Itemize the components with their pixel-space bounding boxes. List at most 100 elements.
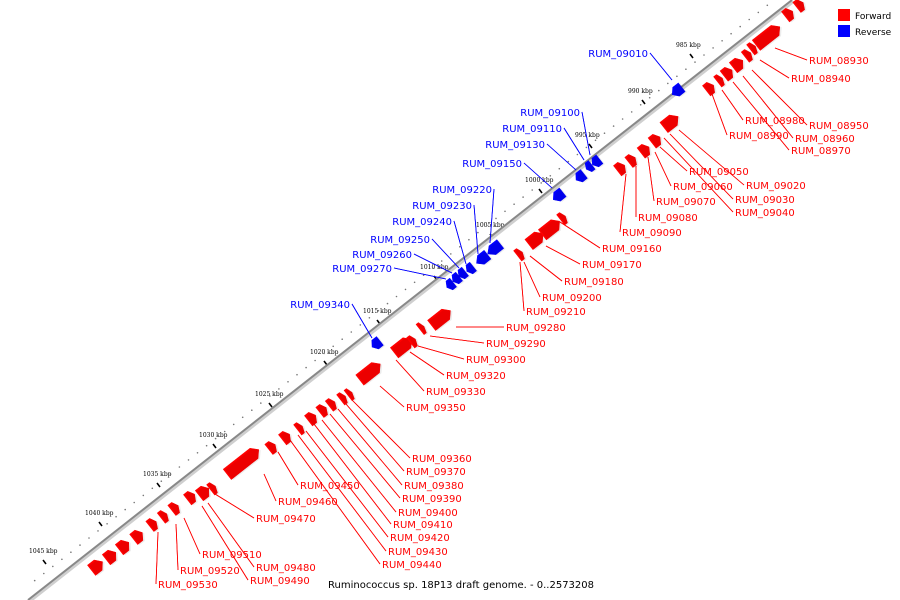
- minor-tick: [703, 54, 705, 56]
- gene-label: RUM_09270: [332, 264, 392, 275]
- backbone-shadow: [28, 0, 795, 600]
- forward-gene: [702, 82, 717, 97]
- scale-tick-label: 1020 kbp: [310, 349, 339, 356]
- forward-gene: [537, 219, 562, 241]
- minor-tick: [305, 366, 307, 369]
- minor-tick: [648, 96, 651, 99]
- minor-tick: [142, 494, 145, 497]
- leader-line: [669, 133, 734, 200]
- leader-line: [351, 399, 411, 459]
- gene-label: RUM_09100: [520, 108, 580, 119]
- minor-tick: [413, 281, 416, 284]
- leader-line: [263, 473, 277, 502]
- reverse-gene: [553, 187, 569, 202]
- leader-line: [519, 261, 525, 312]
- forward-gene: [293, 422, 307, 436]
- gene-label: RUM_09530: [158, 580, 218, 591]
- minor-tick: [187, 459, 190, 461]
- reverse-gene: [591, 154, 605, 168]
- gene-features: [87, 0, 807, 576]
- leader-line: [395, 359, 425, 392]
- minor-tick: [232, 423, 235, 426]
- forward-gene: [194, 485, 211, 502]
- backbone-line: [27, 0, 793, 600]
- forward-gene: [728, 57, 745, 74]
- leader-line: [345, 403, 405, 472]
- forward-gene: [355, 362, 383, 386]
- forward-gene: [183, 491, 198, 506]
- minor-tick: [685, 68, 687, 70]
- minor-tick: [377, 309, 380, 312]
- minor-tick: [513, 203, 515, 205]
- forward-gene: [114, 539, 131, 556]
- gene-label: RUM_09200: [542, 293, 602, 304]
- minor-tick: [88, 537, 90, 539]
- minor-tick: [549, 175, 552, 177]
- gene-label: RUM_09300: [466, 355, 526, 366]
- minor-tick: [214, 437, 217, 440]
- minor-tick: [576, 153, 579, 156]
- gene-label: RUM_09280: [506, 323, 566, 334]
- scale-tick-label: 1025 kbp: [255, 391, 284, 398]
- minor-tick: [241, 416, 244, 419]
- major-tick: [98, 521, 103, 527]
- minor-tick: [115, 515, 117, 518]
- major-tick: [42, 559, 47, 565]
- scale-tick-label: 1015 kbp: [363, 308, 392, 315]
- gene-label: RUM_09460: [278, 497, 338, 508]
- leader-line: [429, 335, 485, 344]
- gene-label: RUM_09180: [564, 277, 624, 288]
- gene-label: RUM_09070: [656, 197, 716, 208]
- minor-tick: [33, 579, 36, 582]
- minor-tick: [205, 444, 208, 447]
- leader-line: [563, 127, 585, 161]
- forward-gene: [513, 248, 527, 262]
- leader-line: [277, 451, 299, 486]
- minor-tick: [658, 89, 660, 92]
- leader-line: [678, 129, 745, 186]
- gene-label: RUM_08980: [745, 116, 805, 127]
- minor-tick: [712, 47, 714, 49]
- label-leaders: [155, 47, 808, 585]
- gene-label: RUM_09080: [638, 213, 698, 224]
- leader-line: [379, 385, 405, 408]
- minor-tick: [594, 139, 597, 142]
- gene-label: RUM_09150: [462, 159, 522, 170]
- minor-tick: [630, 111, 633, 113]
- gene-label: RUM_09250: [370, 235, 430, 246]
- minor-tick: [359, 324, 362, 326]
- minor-tick: [395, 295, 398, 298]
- minor-tick: [404, 288, 407, 291]
- legend-reverse-swatch: [838, 25, 850, 37]
- leader-line: [321, 419, 397, 513]
- leader-line: [619, 173, 627, 233]
- gene-label: RUM_09350: [406, 403, 466, 414]
- gene-label: RUM_09170: [582, 260, 642, 271]
- leader-line: [663, 137, 734, 213]
- major-tick: [156, 482, 161, 488]
- minor-tick: [504, 210, 506, 213]
- leader-line: [305, 430, 389, 538]
- forward-gene: [427, 308, 453, 332]
- forward-gene: [792, 0, 807, 14]
- leader-line: [289, 439, 381, 565]
- minor-tick: [296, 373, 298, 376]
- minor-tick: [739, 25, 741, 28]
- gene-label: RUM_09020: [746, 181, 806, 192]
- reverse-gene: [371, 336, 386, 350]
- gene-label: RUM_09220: [432, 185, 492, 196]
- gene-label: RUM_09320: [446, 371, 506, 382]
- minor-tick: [567, 160, 570, 163]
- forward-gene: [343, 388, 357, 402]
- leader-line: [659, 146, 688, 172]
- minor-tick: [223, 430, 226, 433]
- gene-label: RUM_09260: [352, 250, 412, 261]
- minor-tick: [621, 118, 624, 120]
- leader-line: [732, 81, 790, 151]
- leader-line: [489, 188, 495, 244]
- reverse-gene: [476, 249, 493, 265]
- gene-label: RUM_08970: [791, 146, 851, 157]
- minor-tick: [585, 146, 588, 149]
- minor-tick: [79, 544, 81, 546]
- minor-tick: [459, 246, 461, 248]
